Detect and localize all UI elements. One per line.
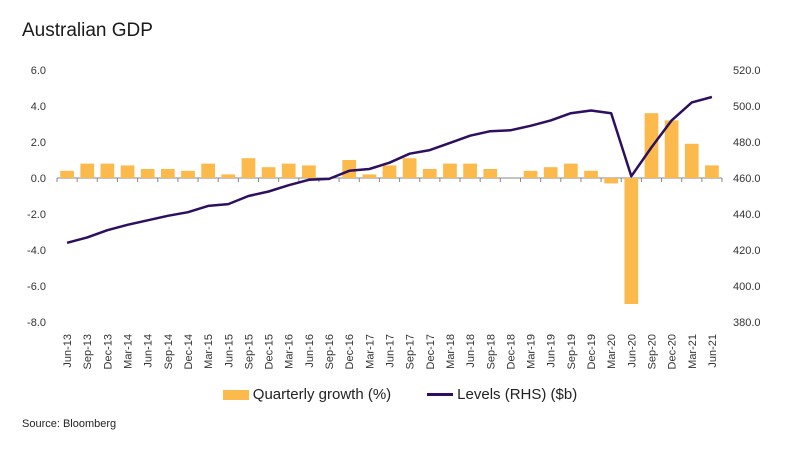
- legend-item-line: Levels (RHS) ($b): [427, 386, 577, 403]
- x-tick-label: Sep-19: [566, 334, 578, 369]
- y-right-tick-label: 500.0: [733, 101, 761, 113]
- growth-bar: [181, 170, 195, 178]
- growth-bar: [140, 169, 155, 178]
- x-tick-label: Mar-21: [687, 334, 699, 369]
- y-right-tick-label: 520.0: [733, 65, 761, 77]
- growth-bar: [422, 169, 437, 178]
- growth-bar: [261, 167, 276, 178]
- growth-bar: [100, 163, 115, 178]
- y-left-tick-label: -2.0: [27, 209, 46, 221]
- x-tick-label: Jun-13: [62, 334, 74, 368]
- x-tick-label: Jun-18: [465, 334, 477, 368]
- growth-bar: [564, 163, 578, 178]
- y-left-tick-label: -6.0: [27, 281, 46, 293]
- y-left-tick-label: 4.0: [31, 101, 46, 113]
- growth-bar: [241, 158, 256, 178]
- growth-bar: [684, 143, 699, 178]
- growth-bar: [463, 163, 477, 178]
- x-tick-label: Jun-16: [304, 334, 316, 368]
- y-right-tick-label: 440.0: [733, 209, 761, 221]
- growth-bar: [443, 163, 457, 178]
- y-left-tick-label: 0.0: [31, 173, 46, 185]
- legend-line-label: Levels (RHS) ($b): [457, 386, 578, 403]
- y-left-tick-label: -8.0: [27, 317, 46, 329]
- x-tick-label: Jun-15: [223, 334, 235, 368]
- legend-item-bar: Quarterly growth (%): [222, 386, 392, 403]
- x-tick-label: Jun-14: [143, 334, 155, 368]
- x-tick-label: Jun-17: [385, 334, 397, 368]
- y-right-tick-label: 400.0: [733, 281, 761, 293]
- axes-layer: [56, 177, 723, 182]
- x-tick-label: Dec-18: [505, 334, 517, 369]
- x-tick-label: Dec-16: [344, 334, 356, 369]
- x-tick-label: Sep-13: [82, 334, 94, 369]
- x-tick-label: Dec-13: [102, 334, 114, 369]
- y-left-tick-label: 2.0: [31, 137, 46, 149]
- x-tick-label: Sep-14: [163, 334, 175, 369]
- growth-bar: [201, 163, 215, 178]
- growth-bar: [120, 165, 135, 178]
- x-tick-label: Jun-19: [546, 334, 558, 368]
- y-left-tick-label: 6.0: [31, 65, 46, 77]
- x-tick-label: Mar-14: [123, 334, 135, 369]
- chart-title: Australian GDP: [22, 20, 153, 41]
- growth-bar: [543, 167, 558, 178]
- growth-bar: [80, 163, 95, 178]
- x-tick-label: Jun-21: [707, 334, 719, 368]
- x-tick-label: Sep-16: [324, 334, 336, 369]
- growth-bar: [584, 170, 598, 178]
- growth-bar: [382, 165, 397, 178]
- source-note: Source: Bloomberg: [22, 418, 117, 430]
- growth-bar: [483, 169, 498, 178]
- x-tick-label: Mar-16: [284, 334, 296, 369]
- growth-bar: [221, 174, 236, 178]
- growth-bar: [604, 178, 619, 184]
- x-tick-label: Sep-17: [405, 334, 417, 369]
- y-right-tick-label: 480.0: [733, 137, 761, 149]
- legend-bar-label: Quarterly growth (%): [252, 386, 392, 403]
- growth-bar: [302, 165, 316, 178]
- labels-layer: 6.0 4.0 2.0 0.0 -2.0 -4.0 -6.0 -8.0 520.0 500.0 48…: [27, 65, 761, 369]
- x-tick-label: Mar-17: [364, 334, 376, 369]
- growth-bar: [705, 165, 719, 178]
- x-tick-label: Dec-20: [667, 334, 679, 369]
- x-tick-label: Dec-14: [183, 334, 195, 369]
- bars-layer: [60, 113, 719, 304]
- y-left-tick-label: -4.0: [27, 245, 46, 257]
- y-right-tick-label: 420.0: [733, 245, 761, 257]
- growth-bar: [362, 174, 377, 178]
- x-tick-label: Mar-15: [203, 334, 215, 369]
- chart-plot: 6.0 4.0 2.0 0.0 -2.0 -4.0 -6.0 -8.0 520.0 500.0 48…: [27, 65, 761, 369]
- growth-bar: [523, 170, 538, 178]
- levels-line: [66, 95, 713, 245]
- growth-bar: [60, 170, 74, 178]
- y-right-tick-label: 380.0: [733, 317, 761, 329]
- growth-bar: [624, 178, 639, 304]
- growth-bar: [160, 169, 175, 178]
- x-tick-label: Mar-18: [445, 334, 457, 369]
- x-tick-label: Jun-20: [626, 334, 638, 368]
- x-tick-label: Sep-15: [243, 334, 255, 369]
- legend-bar-swatch: [222, 389, 249, 400]
- growth-bar: [402, 158, 417, 178]
- growth-bar: [664, 120, 679, 178]
- x-tick-label: Dec-19: [586, 334, 598, 369]
- x-tick-label: Sep-20: [646, 334, 658, 369]
- x-tick-label: Dec-15: [264, 334, 276, 369]
- growth-bar: [281, 163, 296, 178]
- growth-bar: [342, 160, 357, 178]
- x-tick-label: Mar-20: [606, 334, 618, 369]
- x-tick-label: Mar-19: [526, 334, 538, 369]
- legend: Quarterly growth (%) Levels (RHS) ($b): [0, 386, 800, 403]
- x-tick-label: Dec-17: [425, 334, 437, 369]
- x-tick-label: Sep-18: [485, 334, 497, 369]
- line-layer: [66, 95, 713, 245]
- y-right-tick-label: 460.0: [733, 173, 761, 185]
- legend-line-swatch: [427, 393, 454, 396]
